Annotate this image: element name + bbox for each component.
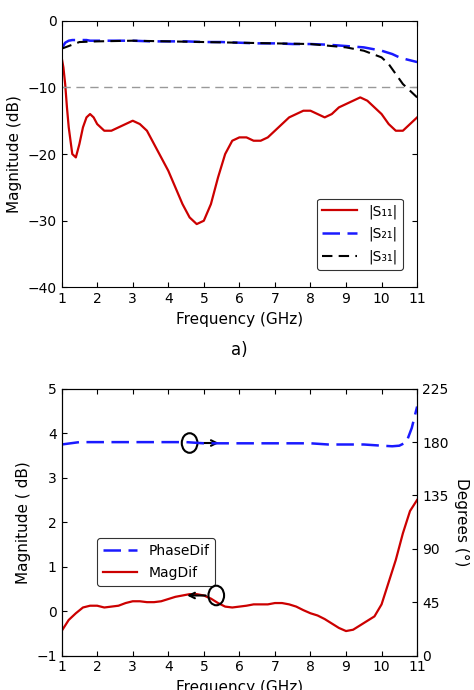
Legend: PhaseDif, MagDif: PhaseDif, MagDif bbox=[97, 538, 215, 586]
X-axis label: Frequency (GHz): Frequency (GHz) bbox=[176, 680, 303, 690]
Y-axis label: Magnitude ( dB): Magnitude ( dB) bbox=[16, 461, 31, 584]
Text: a): a) bbox=[231, 341, 248, 359]
Y-axis label: Magnitude (dB): Magnitude (dB) bbox=[7, 95, 22, 213]
X-axis label: Frequency (GHz): Frequency (GHz) bbox=[176, 312, 303, 327]
Y-axis label: Degrees (°): Degrees (°) bbox=[454, 478, 469, 566]
Legend: |S₁₁|, |S₂₁|, |S₃₁|: |S₁₁|, |S₂₁|, |S₃₁| bbox=[317, 199, 403, 270]
